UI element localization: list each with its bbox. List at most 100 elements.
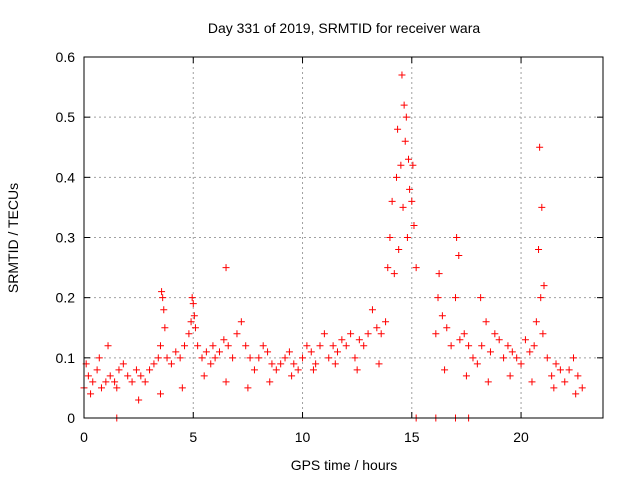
data-point: [537, 294, 545, 302]
data-point: [156, 342, 164, 350]
data-point: [224, 342, 232, 350]
data-point: [211, 354, 219, 362]
data-point: [290, 360, 298, 368]
data-point: [329, 342, 337, 350]
data-point: [465, 342, 473, 350]
data-point: [158, 288, 166, 296]
data-point: [194, 342, 202, 350]
data-point: [268, 360, 276, 368]
data-point: [552, 360, 560, 368]
data-point: [435, 270, 443, 278]
data-point: [325, 354, 333, 362]
data-point: [242, 342, 250, 350]
data-point: [443, 324, 451, 332]
data-point: [277, 360, 285, 368]
data-point: [401, 137, 409, 145]
data-point: [320, 330, 328, 338]
data-point: [106, 372, 114, 380]
data-point: [517, 360, 525, 368]
data-point: [456, 336, 464, 344]
data-point: [495, 336, 503, 344]
data-point: [375, 360, 383, 368]
y-tick-label: 0.1: [56, 350, 76, 366]
data-point: [377, 330, 385, 338]
data-point: [364, 330, 372, 338]
data-point: [432, 330, 440, 338]
data-point: [556, 366, 564, 374]
data-point: [119, 360, 127, 368]
data-point: [447, 342, 455, 350]
data-point: [388, 197, 396, 205]
data-point: [146, 366, 154, 374]
data-point: [351, 354, 359, 362]
data-point: [299, 354, 307, 362]
data-point: [402, 113, 410, 121]
data-point: [408, 197, 416, 205]
data-point: [528, 378, 536, 386]
data-point: [561, 378, 569, 386]
data-point: [500, 354, 508, 362]
data-point: [455, 252, 463, 260]
data-point: [264, 348, 272, 356]
data-point: [187, 318, 195, 326]
data-point: [87, 390, 95, 398]
y-tick-label: 0.2: [56, 290, 76, 306]
data-point: [102, 378, 110, 386]
data-point: [477, 294, 485, 302]
data-point: [222, 264, 230, 272]
data-point: [406, 185, 414, 193]
data-point: [294, 366, 302, 374]
data-point: [486, 348, 494, 356]
data-point: [312, 360, 320, 368]
data-point: [473, 360, 481, 368]
data-point: [397, 161, 405, 169]
data-point: [382, 318, 390, 326]
data-point: [272, 366, 280, 374]
data-point: [543, 354, 551, 362]
data-point: [159, 294, 167, 302]
y-tick-label: 0.6: [56, 49, 76, 65]
y-axis-label: SRMTID / TECUs: [5, 183, 21, 293]
data-point: [410, 221, 418, 229]
data-point: [453, 234, 461, 241]
data-point: [316, 342, 324, 350]
data-point: [200, 372, 208, 380]
data-point: [198, 354, 206, 362]
data-point: [220, 336, 228, 344]
data-point: [482, 318, 490, 326]
y-tick-label: 0.4: [56, 169, 76, 185]
data-point: [135, 396, 143, 404]
data-point: [128, 378, 136, 386]
data-point: [538, 203, 546, 211]
data-point: [342, 342, 350, 350]
axis-ticks: 0 0.1 0.2 0.3 0.4 0.5 0.6 0 5 10 15 20: [56, 49, 603, 445]
data-point: [399, 203, 407, 211]
data-point: [548, 372, 556, 380]
data-point: [132, 366, 140, 374]
data-point: [398, 71, 406, 79]
data-point: [438, 312, 446, 320]
data-point: [154, 354, 162, 362]
data-point: [259, 342, 267, 350]
data-point: [250, 366, 258, 374]
data-point: [504, 342, 512, 350]
data-point: [215, 348, 223, 356]
x-tick-label: 10: [295, 429, 311, 445]
data-point: [233, 330, 241, 338]
data-point: [530, 342, 538, 350]
data-point: [188, 294, 196, 302]
x-axis-label: GPS time / hours: [291, 457, 398, 473]
data-point: [115, 366, 123, 374]
data-point: [390, 270, 398, 278]
data-point: [172, 348, 180, 356]
data-point: [368, 306, 376, 314]
data-point: [156, 390, 164, 398]
data-point: [403, 234, 411, 241]
data-point: [540, 282, 548, 290]
data-point: [506, 372, 514, 380]
data-point: [441, 366, 449, 374]
data-point: [237, 318, 245, 326]
data-point: [255, 354, 263, 362]
data-point: [288, 372, 296, 380]
